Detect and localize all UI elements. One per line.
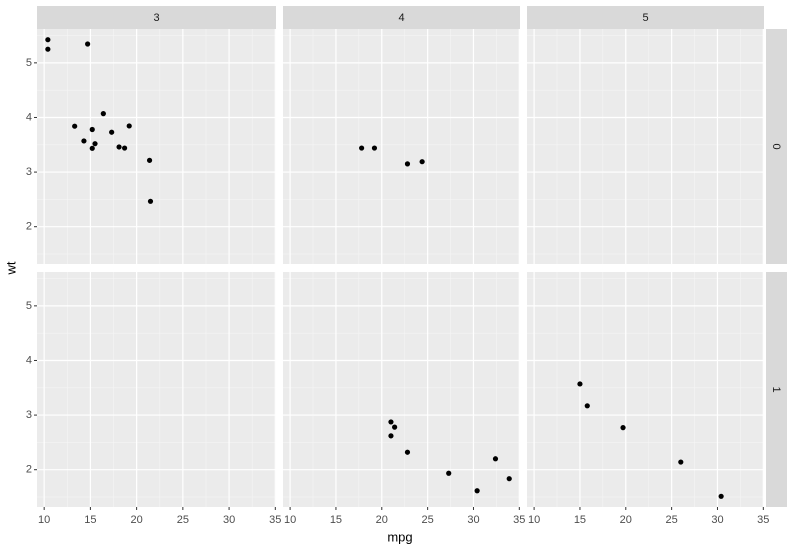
point <box>359 145 365 151</box>
panel-bg <box>527 272 764 507</box>
panel-bg <box>37 272 276 507</box>
y-axis-label: wt <box>3 261 18 275</box>
y-tick-label: 4 <box>26 354 32 366</box>
point <box>116 144 122 150</box>
x-tick-label: 20 <box>620 514 632 526</box>
y-tick-label: 4 <box>26 111 32 123</box>
strip-label: 5 <box>642 12 648 24</box>
panel-bg <box>283 29 520 264</box>
point <box>388 419 394 425</box>
x-tick-label: 25 <box>177 514 189 526</box>
strip-bg <box>527 6 764 29</box>
point <box>126 123 132 129</box>
y-tick-label: 5 <box>26 57 32 69</box>
point <box>371 145 378 151</box>
x-tick-label: 30 <box>711 514 723 526</box>
y-tick-label: 3 <box>26 409 32 421</box>
strip-label: 1 <box>770 386 782 392</box>
x-tick-label: 15 <box>330 514 342 526</box>
panel-bg <box>527 29 764 264</box>
point <box>392 424 398 430</box>
point <box>404 161 411 167</box>
strip-label: 3 <box>153 12 159 24</box>
strip-bg <box>766 29 787 264</box>
strip-label: 4 <box>398 12 404 24</box>
point <box>146 157 153 163</box>
y-tick-label: 5 <box>26 300 32 312</box>
strip-bg <box>37 6 276 29</box>
point <box>92 141 98 147</box>
y-tick-label: 3 <box>26 166 32 178</box>
point <box>678 459 684 465</box>
point <box>584 403 590 409</box>
x-tick-label: 35 <box>757 514 769 526</box>
x-tick-label: 30 <box>223 514 235 526</box>
point <box>404 449 411 455</box>
x-tick-label: 20 <box>130 514 142 526</box>
point <box>122 145 128 151</box>
point <box>474 488 480 494</box>
y-tick-label: 2 <box>26 221 32 233</box>
point <box>506 476 512 482</box>
x-tick-label: 10 <box>528 514 540 526</box>
x-tick-label: 15 <box>84 514 96 526</box>
x-tick-label: 10 <box>284 514 296 526</box>
point <box>419 159 425 165</box>
point <box>72 123 78 129</box>
point <box>81 138 87 144</box>
x-tick-label: 15 <box>574 514 586 526</box>
point <box>45 46 51 52</box>
x-tick-label: 35 <box>513 514 525 526</box>
x-tick-label: 35 <box>269 514 281 526</box>
x-tick-label: 10 <box>38 514 50 526</box>
panel-bg <box>283 272 520 507</box>
point <box>492 456 499 462</box>
strip-label: 0 <box>770 143 782 149</box>
point <box>388 433 394 439</box>
point <box>89 126 95 133</box>
panel-bg <box>37 29 276 264</box>
x-tick-label: 25 <box>422 514 434 526</box>
x-tick-label: 25 <box>666 514 678 526</box>
point <box>620 425 626 431</box>
point <box>85 41 91 47</box>
x-tick-label: 30 <box>467 514 479 526</box>
point <box>109 129 115 135</box>
point <box>100 111 106 117</box>
strip-bg <box>283 6 520 29</box>
strip-bg <box>766 272 787 507</box>
x-tick-label: 20 <box>376 514 388 526</box>
point <box>446 470 452 476</box>
point <box>89 145 95 151</box>
y-tick-label: 2 <box>26 464 32 476</box>
point <box>577 381 583 387</box>
point <box>718 493 724 499</box>
x-axis-label: mpg <box>387 529 412 544</box>
point <box>147 198 154 204</box>
point <box>45 37 51 43</box>
